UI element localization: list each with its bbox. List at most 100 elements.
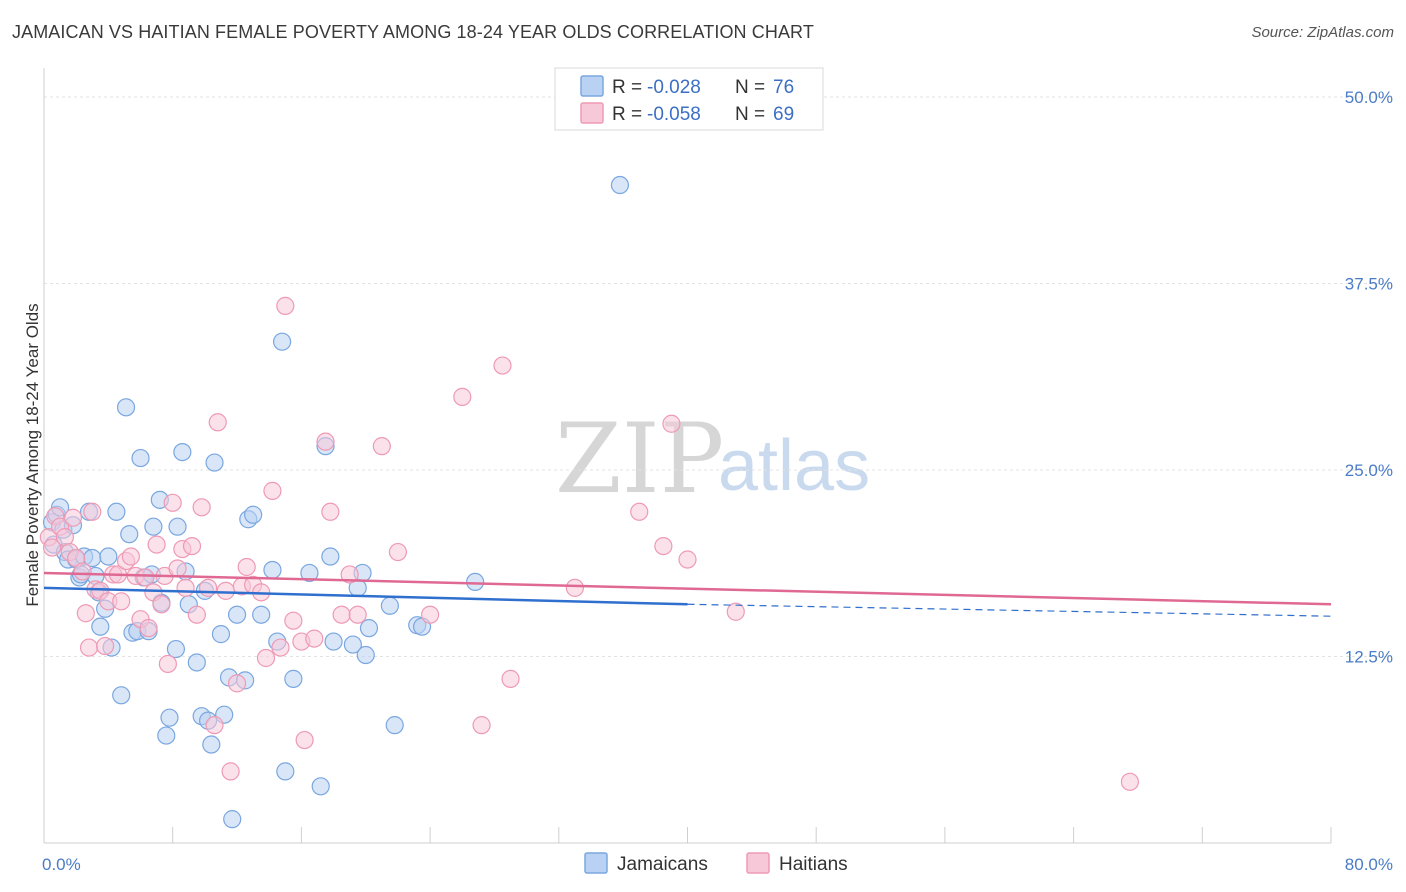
point-haitians-72	[726, 602, 745, 621]
point-jamaicans-69	[385, 716, 404, 735]
chart-title: JAMAICAN VS HAITIAN FEMALE POVERTY AMONG…	[12, 22, 814, 42]
axes	[43, 68, 1332, 844]
point-jamaicans-63	[343, 635, 362, 654]
point-jamaicans-31	[157, 726, 176, 745]
legend-n-value-2: 69	[773, 104, 794, 125]
point-haitians-56	[321, 502, 340, 521]
point-haitians-41	[221, 762, 240, 781]
point-haitians-27	[152, 595, 171, 614]
point-haitians-44	[237, 557, 256, 577]
trend-line-haitians	[43, 571, 1332, 606]
point-jamaicans-47	[223, 810, 242, 829]
point-haitians-70	[630, 502, 649, 521]
point-haitians-66	[501, 669, 520, 688]
legend-swatch-haitians	[580, 102, 604, 124]
point-jamaicans-58	[300, 563, 319, 583]
point-haitians-60	[372, 437, 391, 456]
data-points	[39, 175, 1140, 829]
point-jamaicans-19	[107, 502, 126, 521]
point-haitians-26	[147, 535, 166, 554]
point-jamaicans-72	[466, 572, 485, 592]
point-jamaicans-57	[284, 669, 303, 688]
point-haitians-53	[295, 730, 314, 750]
point-jamaicans-44	[211, 625, 231, 644]
series-legend-swatch-jamaicans	[584, 852, 608, 874]
point-jamaicans-73	[610, 175, 630, 195]
point-jamaicans-20	[112, 686, 131, 705]
point-haitians-38	[205, 716, 224, 735]
legend-r-value-1: -0.028	[647, 77, 701, 98]
y-tick-label-2: 37.5%	[1345, 275, 1393, 294]
point-haitians-71	[654, 536, 673, 556]
trend-line-jamaicans-extension	[687, 603, 1332, 617]
point-haitians-54	[305, 629, 324, 648]
point-haitians-11	[83, 502, 102, 521]
point-haitians-40	[216, 581, 235, 600]
point-haitians-10	[79, 638, 99, 657]
point-haitians-1	[42, 538, 62, 557]
point-haitians-33	[176, 578, 195, 597]
point-haitians-30	[163, 493, 182, 512]
series-legend-swatch-haitians	[746, 852, 770, 874]
point-haitians-9	[76, 604, 95, 623]
y-tick-label-0: 12.5%	[1345, 648, 1393, 667]
point-haitians-24	[139, 619, 158, 638]
point-haitians-37	[198, 578, 218, 597]
point-haitians-49	[271, 638, 290, 657]
legend-n-label-2: N =	[735, 104, 765, 125]
point-haitians-67	[565, 578, 584, 597]
point-jamaicans-22	[120, 525, 139, 544]
point-jamaicans-33	[166, 639, 186, 659]
legend-r-label-1: R =	[612, 77, 642, 98]
point-haitians-69	[678, 550, 697, 569]
y-tick-labels: 12.5% 25.0% 37.5% 50.0%	[1345, 88, 1393, 667]
point-haitians-61	[388, 542, 408, 562]
y-tick-label-1: 25.0%	[1345, 461, 1393, 480]
point-haitians-31	[168, 559, 187, 578]
legend-r-label-2: R =	[612, 104, 642, 125]
point-jamaicans-43	[205, 453, 224, 472]
point-haitians-64	[472, 716, 491, 735]
point-jamaicans-51	[244, 505, 263, 524]
point-jamaicans-67	[359, 619, 379, 638]
point-jamaicans-66	[356, 645, 375, 665]
x-tick-labels: 0.0% 80.0%	[42, 855, 1393, 874]
point-jamaicans-68	[380, 596, 399, 615]
watermark-zip: ZIP	[555, 403, 724, 515]
point-haitians-47	[256, 648, 276, 668]
point-haitians-63	[453, 387, 472, 406]
point-haitians-68	[662, 414, 681, 433]
point-jamaicans-38	[187, 653, 206, 672]
point-jamaicans-35	[173, 442, 192, 462]
point-jamaicans-53	[263, 560, 282, 580]
point-jamaicans-21	[116, 398, 136, 417]
y-tick-label-3: 50.0%	[1345, 88, 1393, 107]
point-haitians-58	[340, 565, 359, 584]
point-haitians-57	[332, 605, 351, 624]
legend-r-value-2: -0.058	[647, 104, 701, 125]
point-jamaicans-25	[131, 448, 150, 468]
point-haitians-36	[192, 498, 211, 517]
point-haitians-23	[136, 568, 155, 587]
stats-legend: R = -0.028 N = 76 R = -0.058 N = 69	[554, 67, 824, 131]
point-jamaicans-17	[99, 547, 118, 566]
point-haitians-8	[73, 562, 92, 581]
point-haitians-20	[121, 547, 140, 566]
point-haitians-39	[208, 413, 227, 432]
point-jamaicans-32	[160, 708, 179, 727]
legend-n-label-1: N =	[735, 77, 765, 98]
series-legend-label-jamaicans: Jamaicans	[617, 854, 708, 875]
point-haitians-14	[96, 636, 115, 656]
point-haitians-42	[227, 674, 247, 693]
point-jamaicans-34	[168, 517, 187, 536]
x-tick-label-1: 80.0%	[1345, 855, 1393, 874]
point-jamaicans-59	[311, 777, 330, 796]
point-haitians-35	[187, 605, 206, 624]
y-axis-label: Female Poverty Among 18-24 Year Olds	[23, 303, 42, 606]
point-haitians-62	[421, 605, 440, 624]
point-jamaicans-42	[202, 735, 221, 754]
point-haitians-65	[493, 356, 512, 375]
watermark-atlas: atlas	[718, 426, 870, 506]
point-jamaicans-48	[227, 605, 247, 624]
